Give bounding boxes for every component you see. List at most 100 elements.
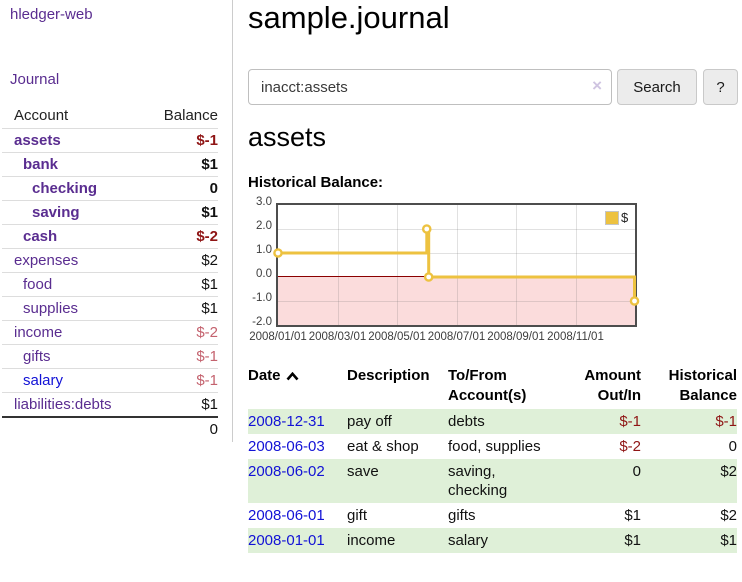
accounts-total-row: 0: [2, 416, 218, 441]
chart-legend: $: [603, 209, 631, 226]
register-accounts-cell: debts: [448, 413, 485, 430]
register-description-cell: save: [347, 463, 379, 480]
x-axis-tick-label: 2008/09/01: [487, 331, 545, 343]
account-row: assets $-1: [2, 128, 218, 153]
account-balance: $-2: [146, 224, 218, 249]
account-link[interactable]: checking: [32, 180, 98, 197]
register-row: 2008-06-03 eat & shop food, supplies $-2 0: [248, 434, 737, 459]
account-link[interactable]: saving: [32, 204, 80, 221]
chart-plot-area: $: [273, 203, 640, 327]
account-row: income $-2: [2, 320, 218, 345]
x-axis-tick-label: 2008/05/01: [368, 331, 426, 343]
date-link[interactable]: 2008-06-01: [248, 507, 325, 524]
search-input[interactable]: [248, 69, 612, 105]
page-title: sample.journal: [248, 0, 450, 35]
accounts-total-value: 0: [146, 416, 218, 441]
sidebar: hledger-web Journal Account Balance asse…: [0, 0, 233, 442]
register-amount-cell: $1: [624, 532, 641, 549]
register-header-date[interactable]: Date: [248, 364, 347, 409]
series-line: [273, 224, 640, 306]
account-link[interactable]: income: [14, 324, 63, 341]
register-table-header: Date Description To/From Account(s) Amou…: [248, 364, 737, 409]
data-point-marker: [629, 296, 640, 306]
legend-label: $: [621, 210, 629, 225]
sidebar-item-journal[interactable]: Journal: [10, 71, 60, 88]
vertical-gridline: [456, 205, 458, 325]
account-link[interactable]: expenses: [14, 252, 79, 269]
x-axis-tick-label: 2008/11/01: [547, 331, 604, 343]
account-heading: assets: [248, 122, 327, 152]
search-help-button[interactable]: ?: [703, 69, 738, 105]
horizontal-gridline: [278, 300, 635, 302]
account-balance: $1: [146, 392, 218, 417]
account-cell: bank: [2, 152, 147, 177]
accounts-header-balance: Balance: [163, 107, 218, 124]
data-point-marker: [421, 224, 432, 234]
account-balance: $-2: [146, 320, 218, 345]
register-accounts-cell: food, supplies: [448, 438, 541, 455]
register-description-cell: eat & shop: [347, 438, 419, 455]
account-row: salary $-1: [2, 368, 218, 393]
register-header-description: Description: [347, 367, 430, 384]
accounts-table-header: Account Balance: [2, 104, 218, 129]
register-row: 2008-06-02 save saving, checking 0 $2: [248, 459, 737, 503]
register-table: Date Description To/From Account(s) Amou…: [248, 364, 737, 553]
account-row: liabilities:debts $1: [2, 392, 218, 417]
legend-swatch: [605, 210, 619, 225]
register-amount-cell: $-1: [619, 413, 641, 430]
register-header-accounts: To/From Account(s): [448, 367, 527, 404]
account-row: checking 0: [2, 176, 218, 201]
account-cell: food: [2, 272, 147, 297]
account-link[interactable]: food: [23, 276, 53, 293]
account-link[interactable]: liabilities:debts: [14, 396, 112, 413]
account-cell: cash: [2, 224, 147, 249]
y-axis-tick-label: -1.0: [252, 292, 272, 304]
register-date-cell: 2008-01-01: [248, 528, 347, 553]
account-balance: $1: [146, 152, 218, 177]
account-link[interactable]: cash: [23, 228, 58, 245]
accounts-table-body: assets $-1 bank $1 checking 0 saving $1 cash $-2 e…: [2, 128, 218, 417]
x-axis-tick-label: 2008/03/01: [308, 331, 367, 343]
y-axis-tick-label: 3.0: [256, 196, 272, 208]
register-description-cell: pay off: [347, 413, 392, 430]
date-link[interactable]: 2008-12-31: [248, 413, 325, 430]
x-axis-tick-label: 2008/01/01: [249, 331, 307, 343]
search-button[interactable]: Search: [617, 69, 697, 105]
register-date-cell: 2008-06-01: [248, 503, 347, 528]
register-table-body: 2008-12-31 pay off debts $-1 $-1 2008-06-03 ea…: [248, 409, 737, 553]
vertical-gridline: [397, 205, 398, 325]
account-balance: $-1: [146, 344, 218, 369]
date-link[interactable]: 2008-06-03: [248, 438, 325, 455]
register-row: 2008-12-31 pay off debts $-1 $-1: [248, 409, 737, 434]
accounts-table: Account Balance assets $-1 bank $1 checking 0…: [2, 104, 218, 441]
account-cell: salary: [2, 368, 147, 393]
negative-region: [278, 277, 635, 325]
horizontal-gridline: [278, 252, 635, 254]
app-brand-link[interactable]: hledger-web: [10, 6, 93, 23]
register-balance-cell: $2: [720, 463, 737, 480]
date-link[interactable]: 2008-01-01: [248, 532, 325, 549]
account-link[interactable]: salary: [23, 372, 64, 389]
account-link[interactable]: gifts: [23, 348, 51, 365]
vertical-gridline: [516, 205, 517, 325]
date-link[interactable]: 2008-06-02: [248, 463, 325, 480]
account-cell: checking: [2, 176, 147, 201]
accounts-total-spacer: [2, 416, 147, 441]
account-link[interactable]: assets: [14, 132, 61, 149]
account-cell: assets: [2, 128, 147, 153]
chart: $ 3.0 2.0 1.0 0.0 -1.0 -2.0 2008/01/01 2008/03/…: [246, 196, 650, 346]
register-header-amount: Amount Out/In: [584, 367, 641, 404]
sort-ascending-icon: [286, 371, 298, 381]
register-header-balance: Historical Balance: [668, 367, 737, 404]
clear-search-icon[interactable]: ×: [592, 76, 602, 95]
register-balance-cell: $2: [720, 507, 737, 524]
account-cell: income: [2, 320, 147, 345]
account-link[interactable]: bank: [23, 156, 59, 173]
account-link[interactable]: supplies: [23, 300, 79, 317]
account-row: expenses $2: [2, 248, 218, 273]
register-accounts-cell: salary: [448, 532, 489, 549]
chart-title: Historical Balance:: [248, 174, 384, 191]
account-row: bank $1: [2, 152, 218, 177]
account-row: gifts $-1: [2, 344, 218, 369]
vertical-gridline: [337, 205, 339, 325]
